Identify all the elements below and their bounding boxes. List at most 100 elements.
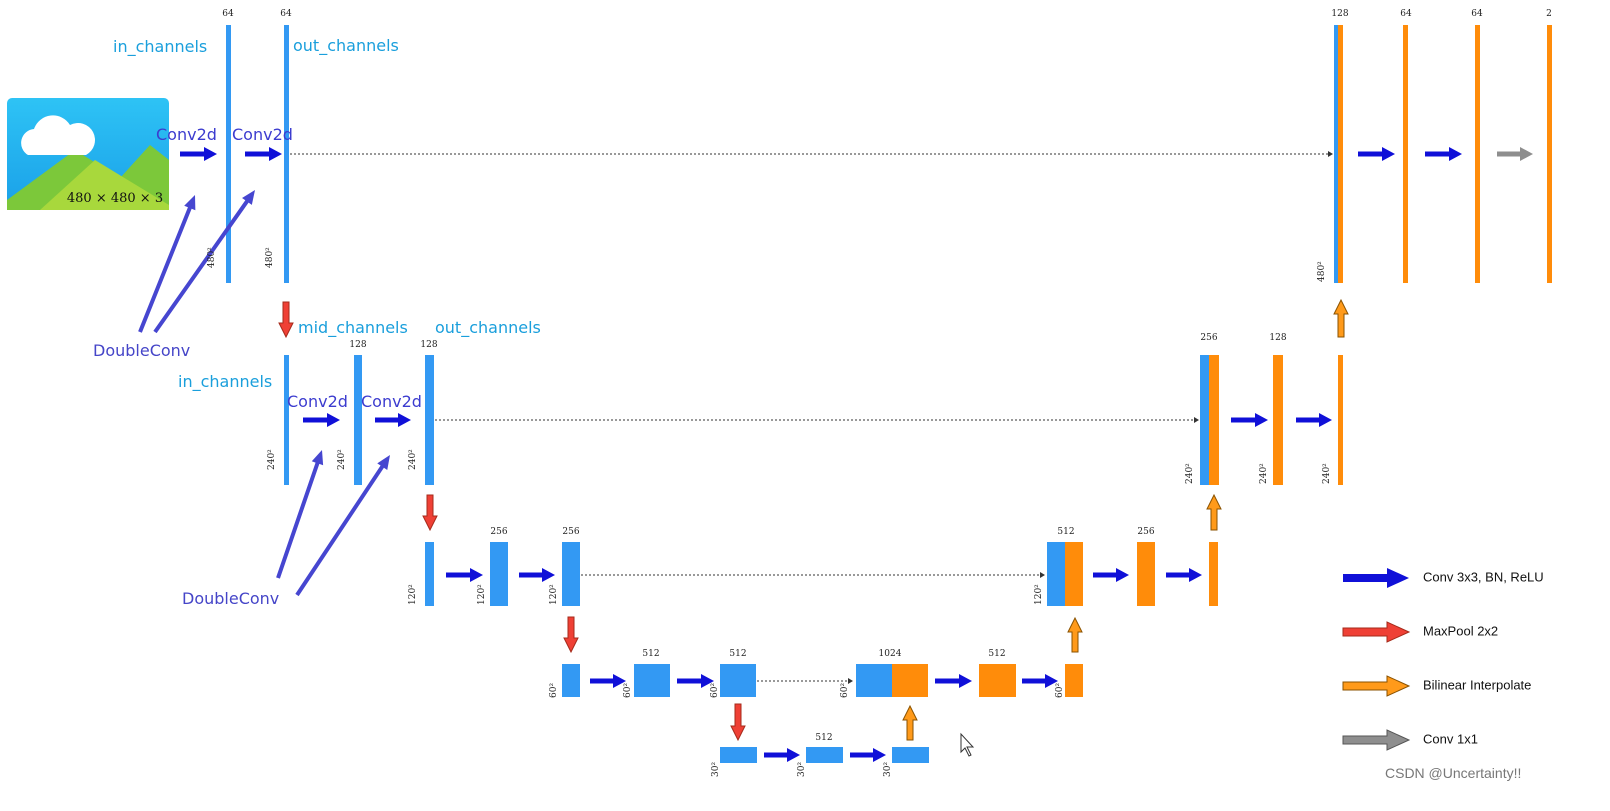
feature-map [634, 664, 670, 697]
arrow [180, 147, 217, 161]
size-label: 240² [1259, 463, 1269, 484]
size-label: 120² [408, 584, 418, 605]
arrow [590, 674, 626, 688]
feature-map [562, 664, 580, 697]
arrow [1231, 413, 1268, 427]
arrow [276, 450, 324, 579]
channel-label: 64 [1400, 9, 1412, 19]
channel-label: 128 [420, 340, 437, 350]
annotation: Conv2d [361, 392, 422, 411]
arrow [1022, 674, 1058, 688]
arrow [1425, 147, 1462, 161]
annotation: DoubleConv [182, 589, 279, 608]
size-label: 240² [1185, 463, 1195, 484]
feature-map [284, 355, 289, 485]
feature-map [720, 747, 757, 763]
arrow [1333, 298, 1349, 338]
arrow [1342, 729, 1411, 751]
feature-map [892, 664, 928, 697]
arrow [1296, 413, 1332, 427]
size-label: 120² [549, 584, 559, 605]
arrow [677, 674, 714, 688]
feature-map [284, 25, 289, 283]
arrow [153, 190, 255, 334]
size-label: 60² [710, 683, 720, 698]
channel-label: 64 [222, 9, 234, 19]
feature-map [1273, 355, 1283, 485]
arrow [1206, 493, 1222, 531]
legend-label: MaxPool 2x2 [1423, 623, 1498, 638]
channel-label: 1024 [879, 649, 902, 659]
size-label: 60² [1055, 683, 1065, 698]
annotation: DoubleConv [93, 341, 190, 360]
network-shapes [138, 25, 1552, 763]
annotation: out_channels [435, 318, 541, 338]
arrow [1342, 621, 1411, 643]
annotation: Conv2d [156, 125, 217, 144]
arrow [1093, 568, 1129, 582]
size-label: 120² [1034, 584, 1044, 605]
size-label: 30² [883, 762, 893, 777]
feature-map [1209, 542, 1218, 606]
arrow [303, 413, 340, 427]
size-label: 60² [549, 683, 559, 698]
size-label: 30² [797, 762, 807, 777]
arrow-head [1194, 417, 1199, 423]
channel-label: 256 [490, 527, 507, 537]
arrow [764, 748, 800, 762]
annotation: out_channels [293, 36, 399, 56]
channel-label: 512 [1057, 527, 1074, 537]
annotation: Conv2d [232, 125, 293, 144]
legend-label: Conv 1x1 [1423, 731, 1478, 746]
channel-label: 2 [1546, 9, 1552, 19]
arrow [850, 748, 886, 762]
arrow-head [1040, 572, 1045, 578]
annotation: mid_channels [298, 318, 408, 338]
feature-map [1047, 542, 1065, 606]
size-label: 480² [265, 247, 275, 268]
size-label: 240² [267, 449, 277, 470]
annotation: Conv2d [287, 392, 348, 411]
size-label: 30² [711, 762, 721, 777]
arrow [1343, 568, 1409, 588]
annotation: in_channels [178, 372, 272, 392]
arrow-head [1328, 151, 1333, 157]
channel-label: 256 [1200, 333, 1217, 343]
image-label: 480 × 480 × 3 [67, 191, 163, 206]
size-label: 240² [408, 449, 418, 470]
feature-map [720, 664, 756, 697]
feature-map [1403, 25, 1408, 283]
channel-label: 64 [280, 9, 292, 19]
channel-label: 128 [349, 340, 366, 350]
arrow [295, 455, 390, 597]
input-image: 480 × 480 × 3 [7, 98, 169, 210]
size-label: 60² [623, 683, 633, 698]
feature-map [226, 25, 231, 283]
cursor [960, 732, 975, 757]
arrow [902, 704, 918, 741]
size-label: 60² [840, 683, 850, 698]
size-label: 120² [477, 584, 487, 605]
arrow [1358, 147, 1395, 161]
feature-map [1338, 25, 1343, 283]
arrow [375, 413, 411, 427]
feature-map [806, 747, 843, 763]
annotation: in_channels [113, 37, 207, 57]
arrow [519, 568, 555, 582]
channel-label: 256 [562, 527, 579, 537]
channel-label: 128 [1269, 333, 1286, 343]
arrow [730, 703, 746, 742]
watermark: CSDN @Uncertainty!! [1385, 765, 1521, 781]
size-label: 240² [337, 449, 347, 470]
feature-map [979, 664, 1016, 697]
feature-map [1065, 664, 1083, 697]
feature-map [562, 542, 580, 606]
arrow-head [848, 678, 853, 684]
feature-map [1200, 355, 1209, 485]
feature-map [892, 747, 929, 763]
size-label: 480² [207, 247, 217, 268]
feature-map [490, 542, 508, 606]
arrow [1342, 675, 1411, 697]
channel-label: 512 [988, 649, 1005, 659]
